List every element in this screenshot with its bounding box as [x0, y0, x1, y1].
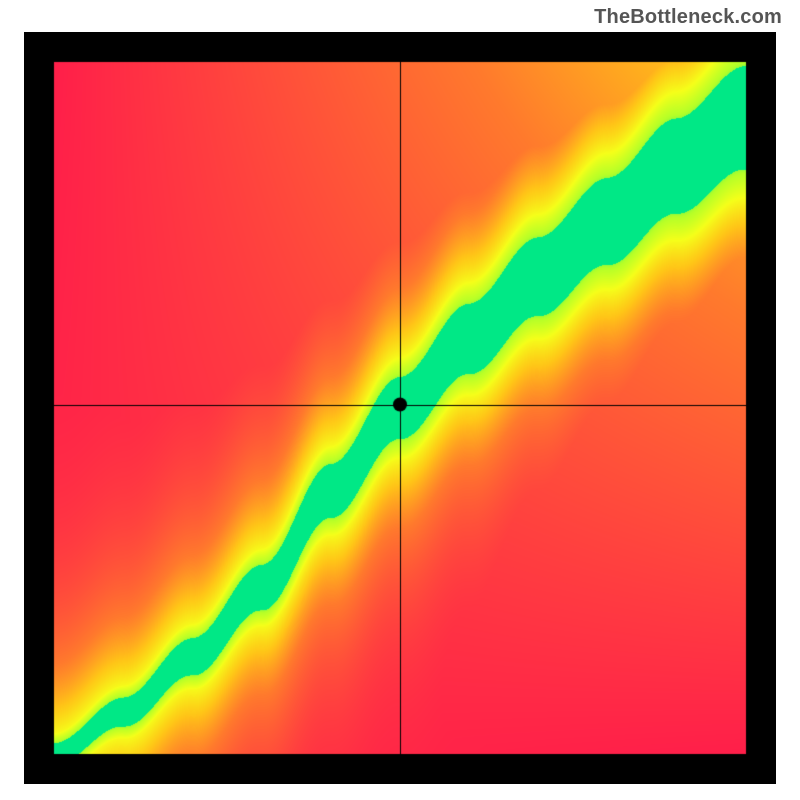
- heatmap-canvas: [24, 32, 776, 784]
- plot-area: [24, 32, 776, 784]
- chart-container: TheBottleneck.com: [0, 0, 800, 800]
- watermark-text: TheBottleneck.com: [594, 6, 782, 29]
